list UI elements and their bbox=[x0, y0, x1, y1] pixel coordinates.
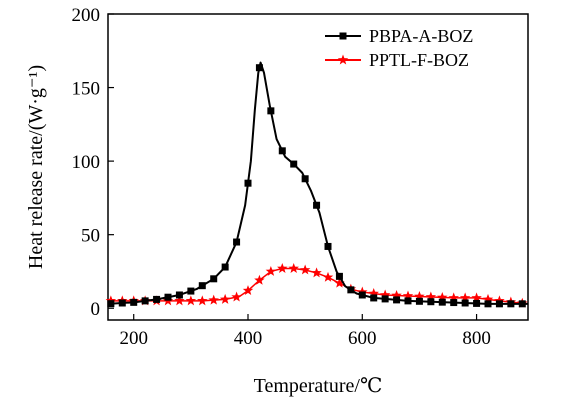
legend-label: PPTL-F-BOZ bbox=[369, 50, 469, 70]
data-point-marker bbox=[219, 293, 231, 304]
legend-item: PBPA-A-BOZ bbox=[325, 26, 473, 46]
data-point-marker bbox=[198, 282, 206, 290]
x-tick-label: 400 bbox=[234, 328, 263, 349]
data-point-marker bbox=[221, 263, 229, 271]
data-point-marker bbox=[242, 285, 254, 296]
data-point-marker bbox=[450, 299, 458, 307]
data-point-marker bbox=[438, 298, 446, 306]
data-point-marker bbox=[402, 290, 414, 301]
x-tick-label: 800 bbox=[462, 328, 491, 349]
data-point-marker bbox=[278, 147, 286, 155]
data-point-marker bbox=[107, 300, 115, 308]
data-point-marker bbox=[175, 291, 183, 299]
data-point-marker bbox=[324, 242, 332, 250]
data-point-marker bbox=[379, 289, 391, 300]
data-point-marker bbox=[185, 295, 197, 306]
data-point-marker bbox=[174, 295, 185, 306]
data-point-marker bbox=[233, 238, 241, 246]
data-point-marker bbox=[334, 277, 345, 288]
legend-label: PBPA-A-BOZ bbox=[369, 26, 473, 46]
data-point-marker bbox=[391, 289, 402, 300]
data-point-marker bbox=[231, 291, 242, 302]
legend-item: PPTL-F-BOZ bbox=[325, 50, 469, 70]
legend-marker bbox=[339, 32, 347, 40]
data-point-marker bbox=[267, 107, 275, 115]
data-point-marker bbox=[425, 291, 437, 302]
data-point-marker bbox=[370, 294, 378, 302]
data-point-marker bbox=[299, 264, 311, 275]
data-point-marker bbox=[244, 179, 252, 187]
data-point-marker bbox=[437, 291, 448, 302]
data-point-marker bbox=[153, 295, 161, 303]
data-point-marker bbox=[495, 300, 503, 308]
y-tick-label: 200 bbox=[72, 5, 101, 26]
data-point-marker bbox=[459, 292, 471, 303]
data-point-marker bbox=[368, 288, 379, 298]
series-line bbox=[108, 267, 529, 305]
y-axis-label: Heat release rate/(W·g⁻¹) bbox=[25, 65, 47, 269]
data-point-marker bbox=[473, 299, 481, 307]
data-point-marker bbox=[322, 271, 334, 282]
data-point-marker bbox=[381, 295, 389, 303]
data-point-marker bbox=[461, 299, 469, 307]
data-point-marker bbox=[507, 300, 515, 308]
x-tick-label: 600 bbox=[348, 328, 377, 349]
data-point-marker bbox=[518, 300, 526, 308]
data-point-marker bbox=[197, 295, 208, 306]
legend: PBPA-A-BOZ PPTL-F-BOZ bbox=[325, 26, 473, 70]
x-axis-label: Temperature/℃ bbox=[254, 375, 383, 397]
data-point-marker bbox=[311, 267, 322, 278]
data-point-marker bbox=[164, 293, 172, 301]
axis-ticks: 200 400 600 800 0 50 100 150 200 bbox=[72, 5, 491, 349]
data-point-marker bbox=[254, 274, 265, 285]
plot-frame bbox=[107, 13, 529, 321]
x-tick-label: 200 bbox=[119, 328, 148, 349]
data-point-marker bbox=[404, 297, 412, 305]
data-point-marker bbox=[118, 299, 126, 307]
data-point-marker bbox=[141, 297, 149, 305]
data-point-marker bbox=[130, 298, 138, 306]
y-tick-label: 150 bbox=[72, 79, 101, 100]
data-point-marker bbox=[208, 294, 219, 305]
series-layer bbox=[105, 61, 529, 308]
data-point-marker bbox=[415, 297, 423, 305]
data-point-marker bbox=[484, 300, 492, 308]
data-point-marker bbox=[414, 290, 425, 301]
data-point-marker bbox=[255, 64, 263, 72]
data-point-marker bbox=[288, 263, 299, 273]
y-tick-label: 100 bbox=[72, 152, 101, 173]
series-pbpa-a-boz bbox=[107, 61, 528, 308]
data-point-marker bbox=[471, 292, 482, 303]
y-tick-label: 0 bbox=[91, 299, 101, 320]
legend-marker bbox=[337, 54, 349, 65]
data-point-marker bbox=[277, 263, 288, 273]
data-point-marker bbox=[448, 292, 459, 303]
data-point-marker bbox=[335, 272, 343, 280]
data-point-marker bbox=[210, 275, 218, 283]
data-point-marker bbox=[290, 160, 298, 168]
series-line bbox=[107, 61, 528, 305]
data-point-marker bbox=[358, 291, 366, 299]
data-point-marker bbox=[482, 293, 494, 304]
data-point-marker bbox=[265, 265, 277, 276]
data-point-marker bbox=[393, 296, 401, 304]
data-point-marker bbox=[427, 298, 435, 306]
data-point-marker bbox=[347, 286, 355, 294]
y-tick-label: 50 bbox=[81, 226, 100, 247]
data-point-marker bbox=[187, 287, 195, 295]
data-point-marker bbox=[301, 175, 309, 183]
data-point-marker bbox=[313, 201, 321, 209]
